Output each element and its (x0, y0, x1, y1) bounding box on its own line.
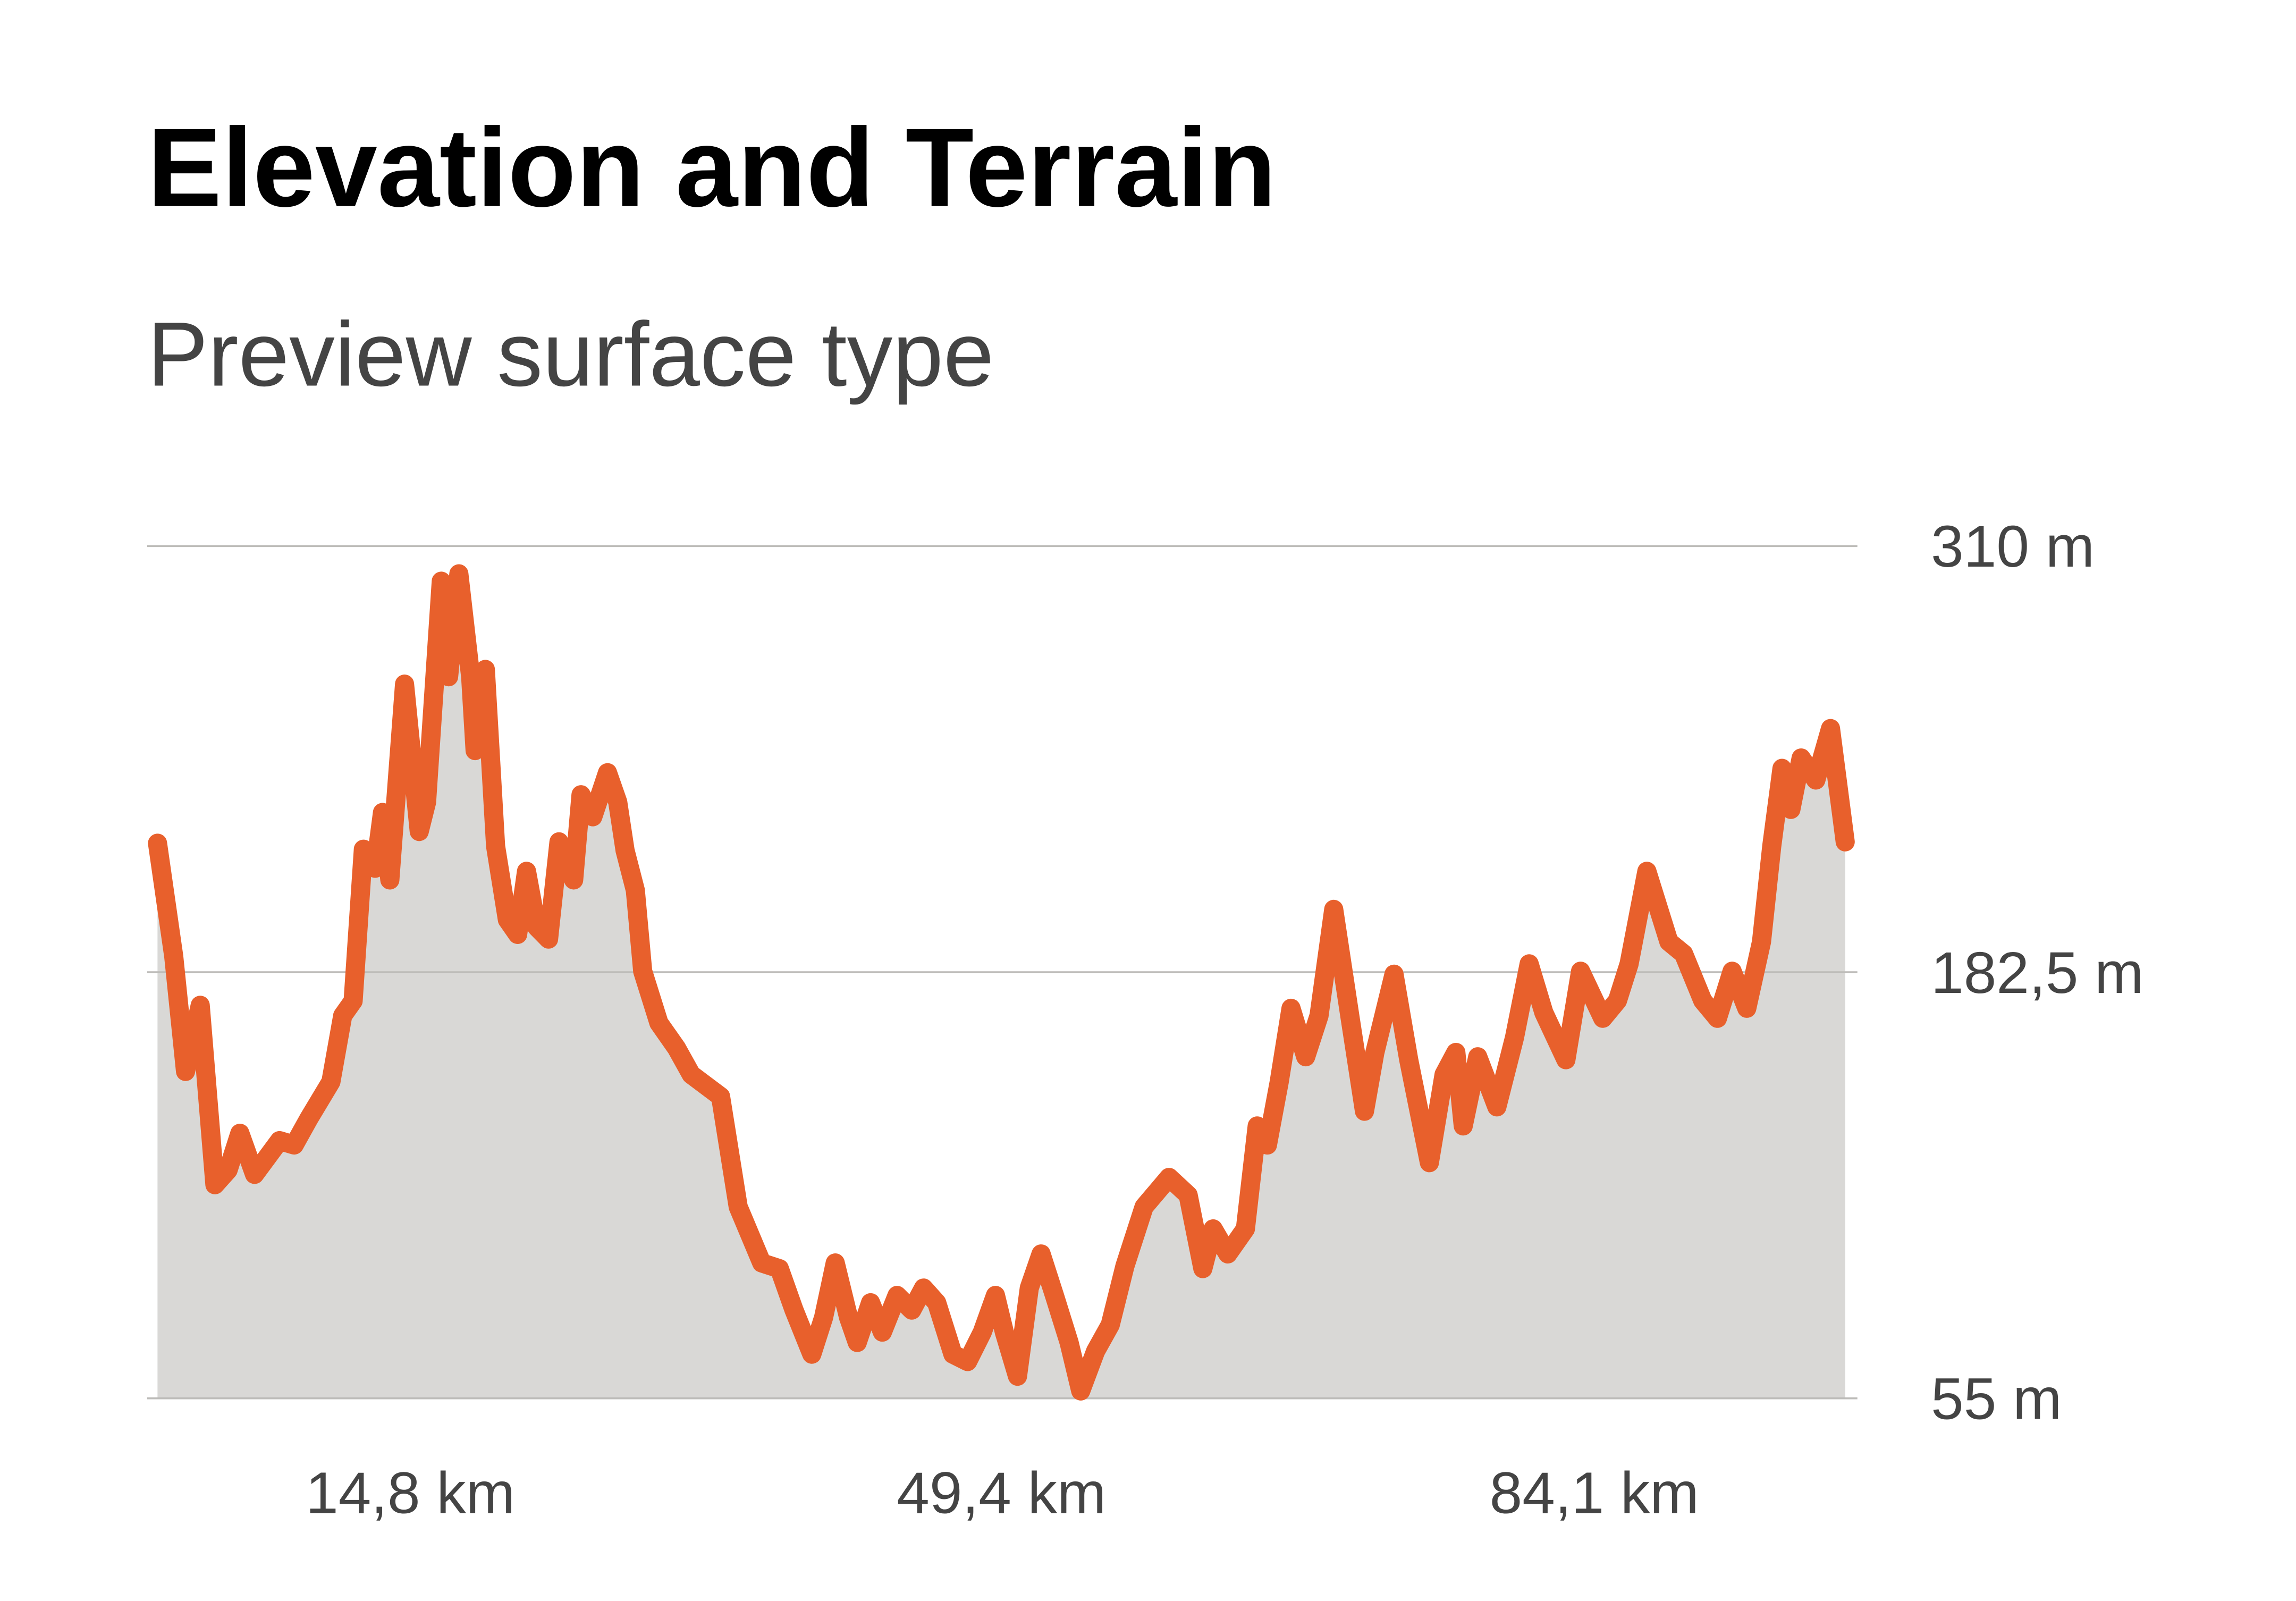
chart-title: Elevation and Terrain (147, 105, 1276, 230)
y-tick-label: 182,5 m (1931, 940, 2143, 1006)
y-tick-label: 55 m (1931, 1366, 2062, 1431)
x-tick-label: 84,1 km (1490, 1461, 1699, 1526)
elevation-area (157, 574, 1845, 1398)
x-tick-label: 14,8 km (306, 1461, 515, 1526)
x-tick-label: 49,4 km (897, 1461, 1106, 1526)
chart-subtitle: Preview surface type (147, 304, 994, 406)
y-tick-label: 310 m (1931, 514, 2095, 579)
elevation-line (148, 564, 1855, 1401)
